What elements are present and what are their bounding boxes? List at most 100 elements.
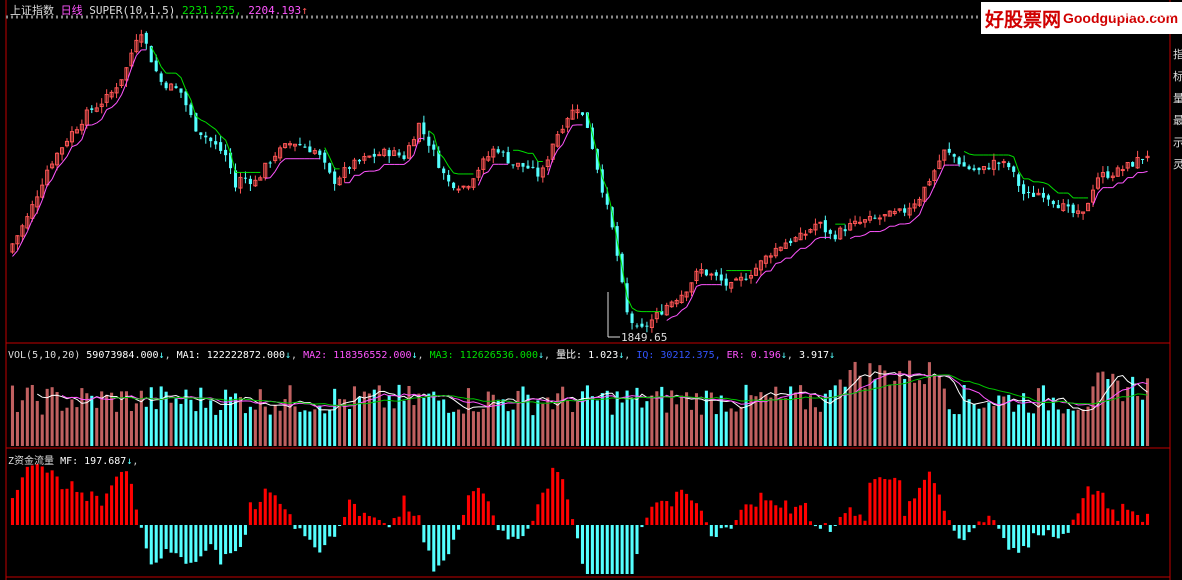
candle-body	[789, 240, 793, 244]
volume-bar	[585, 385, 589, 446]
flow-bar	[1131, 511, 1135, 525]
volume-bar	[942, 388, 946, 446]
volume-bar	[298, 411, 302, 446]
flow-bar	[962, 525, 966, 541]
volume-bar	[323, 413, 327, 446]
candle-body	[219, 142, 223, 151]
flow-bar	[1056, 525, 1060, 539]
flow-bar	[229, 525, 233, 554]
candle-body	[664, 304, 669, 316]
super-line	[517, 149, 524, 153]
flow-bar	[134, 509, 138, 525]
volume-bar	[258, 389, 262, 446]
volume-bar	[288, 385, 292, 446]
candle-body	[922, 186, 927, 202]
candle-body	[352, 159, 357, 169]
candle-body	[501, 151, 505, 153]
flow-bar	[1096, 490, 1100, 525]
volume-bar	[937, 376, 941, 446]
volume-bar	[119, 391, 124, 446]
flow-bar	[486, 501, 490, 525]
volume-bar	[595, 400, 599, 446]
volume-bar	[70, 399, 74, 446]
candle-body	[679, 294, 684, 303]
super-line	[933, 175, 940, 187]
flow-bar	[987, 515, 991, 525]
super-line	[190, 99, 197, 117]
volume-bar	[987, 402, 991, 446]
super-line	[448, 166, 455, 174]
candle-body	[526, 165, 530, 169]
volume-bar	[640, 407, 644, 446]
volume-bar	[893, 380, 897, 446]
volume-bar	[516, 390, 520, 446]
super-line	[938, 164, 945, 177]
volume-bar	[556, 393, 560, 446]
flow-bar	[298, 525, 302, 529]
candle-body	[263, 162, 268, 179]
down-arrow-icon: ↓	[618, 350, 625, 361]
volume-bar	[1071, 410, 1075, 446]
volume-bar	[724, 411, 728, 446]
volume-bar	[853, 361, 857, 446]
candle-body	[20, 225, 25, 237]
period-label[interactable]: 日线	[60, 4, 83, 17]
super-line	[1038, 181, 1044, 184]
candle-body	[79, 123, 84, 131]
volume-bar	[134, 403, 138, 446]
candle-body	[411, 139, 416, 147]
ma3-line	[111, 374, 1148, 406]
super-line	[547, 159, 554, 176]
right-axis-label: 指	[1173, 48, 1182, 61]
down-arrow-icon: ↓	[158, 350, 165, 361]
volume-bar	[293, 406, 297, 446]
super-line	[864, 231, 871, 236]
flow-bar	[362, 512, 366, 525]
volume-bar	[437, 400, 441, 446]
volume-bar	[922, 384, 927, 446]
flow-bar	[803, 502, 808, 525]
volume-bar	[367, 393, 371, 446]
candle-body	[461, 185, 466, 188]
candle-body	[1131, 162, 1135, 167]
volume-bar	[105, 394, 109, 446]
volume-indicator-name[interactable]: VOL(5,10,20)	[8, 350, 81, 361]
volume-bar	[303, 410, 307, 446]
volume-bar	[932, 375, 936, 446]
indicator-name[interactable]: SUPER(10,1.5)	[89, 4, 176, 17]
candle-body	[808, 229, 813, 233]
flow-indicator-name[interactable]: Z资金流量	[8, 456, 55, 467]
candle-body	[303, 146, 307, 148]
flow-bar	[685, 493, 689, 525]
super-line	[374, 169, 380, 172]
candle-body	[452, 182, 456, 189]
flow-panel	[10, 464, 1150, 574]
candle-body	[253, 179, 258, 187]
super-line	[909, 218, 915, 224]
volume-bar	[694, 393, 699, 446]
super-line	[894, 223, 900, 227]
volume-bar	[179, 403, 183, 446]
right-axis-label: 标	[1173, 70, 1182, 83]
right-axis-label: 量	[1173, 92, 1182, 105]
candle-body	[506, 152, 510, 164]
candle-body	[778, 246, 783, 251]
super-line	[185, 89, 192, 101]
volume-bar	[779, 398, 783, 446]
flow-bar	[645, 517, 649, 525]
flow-bar	[833, 525, 837, 526]
flow-bar	[546, 488, 550, 525]
super-line	[21, 231, 28, 242]
volume-bar	[253, 409, 257, 446]
flow-bar	[680, 489, 684, 525]
super-line	[31, 211, 38, 220]
volume-bar	[828, 390, 832, 446]
candle-body	[991, 159, 996, 170]
super-line	[126, 68, 132, 83]
super-line	[755, 275, 762, 284]
flow-bar	[1145, 513, 1150, 525]
volume-bar	[486, 391, 490, 446]
super-line	[616, 240, 623, 268]
volume-bar	[863, 388, 867, 446]
candle-body	[1027, 191, 1031, 193]
